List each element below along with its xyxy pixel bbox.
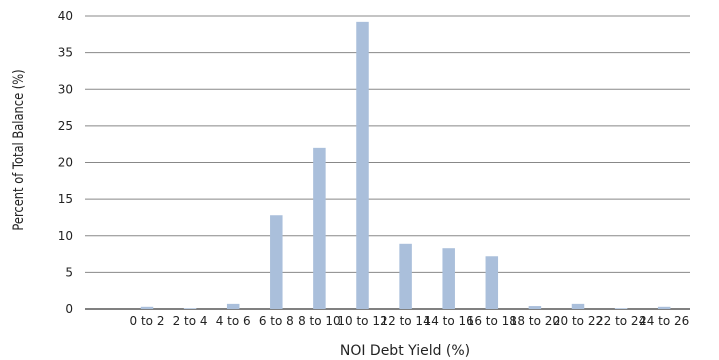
y-axis-ticks: 0 5 10 15 20 25 30 35 40	[58, 9, 73, 316]
x-tick-label: 8 to 10	[298, 314, 341, 328]
bar	[226, 303, 240, 309]
bar	[571, 303, 585, 309]
x-tick-label: 18 to 20	[510, 314, 560, 328]
x-axis-title: NOI Debt Yield (%)	[340, 343, 470, 359]
bar	[183, 308, 197, 309]
gridlines	[85, 15, 690, 310]
bar	[399, 243, 412, 309]
x-tick-label: 24 to 26	[639, 314, 689, 328]
x-tick-label: 0 to 2	[130, 314, 165, 328]
y-tick-label: 0	[65, 302, 73, 316]
bars	[140, 21, 671, 310]
bar	[528, 306, 542, 309]
x-tick-label: 6 to 8	[259, 314, 294, 328]
bar	[313, 147, 326, 309]
bar	[270, 215, 283, 309]
x-tick-label: 20 to 22	[553, 314, 603, 328]
bar	[657, 306, 671, 309]
y-tick-label: 5	[65, 265, 73, 279]
bar	[356, 21, 369, 310]
x-tick-label: 14 to 16	[424, 314, 474, 328]
y-tick-label: 30	[58, 82, 73, 96]
bar	[140, 306, 154, 309]
x-tick-label: 2 to 4	[173, 314, 208, 328]
y-tick-label: 40	[58, 9, 73, 23]
x-tick-label: 16 to 18	[467, 314, 517, 328]
y-tick-label: 25	[58, 119, 73, 133]
x-tick-label: 12 to 14	[380, 314, 430, 328]
x-tick-label: 4 to 6	[216, 314, 251, 328]
bar	[614, 308, 628, 309]
bar	[485, 256, 499, 309]
y-axis-title: Percent of Total Balance (%)	[11, 69, 27, 230]
bar	[442, 248, 455, 309]
y-tick-label: 20	[58, 156, 73, 170]
x-tick-label: 10 to 12	[337, 314, 387, 328]
y-tick-label: 35	[58, 46, 73, 60]
x-tick-label: 22 to 24	[596, 314, 646, 328]
y-tick-label: 10	[58, 229, 73, 243]
y-tick-label: 15	[58, 192, 73, 206]
